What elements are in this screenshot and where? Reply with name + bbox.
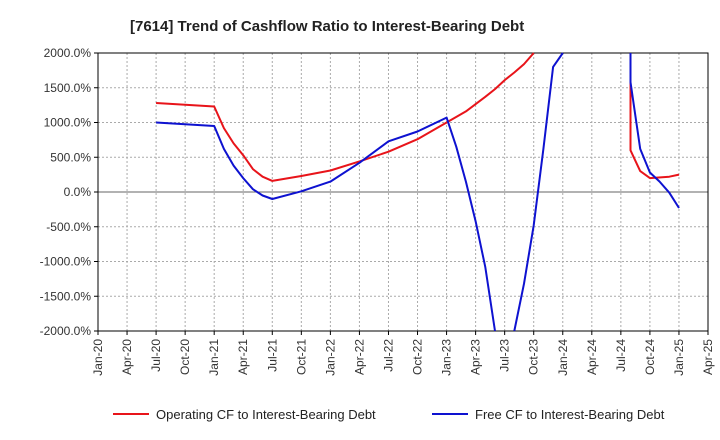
series-layer bbox=[156, 52, 680, 332]
x-tick-label: Jul-22 bbox=[381, 339, 395, 372]
x-tick-label: Oct-20 bbox=[178, 339, 192, 375]
y-tick-label: -1500.0% bbox=[40, 289, 92, 303]
series-line bbox=[629, 53, 680, 180]
grid bbox=[98, 53, 708, 331]
series-line bbox=[156, 52, 535, 182]
x-tick-label: Jan-25 bbox=[672, 339, 686, 376]
series-line bbox=[629, 53, 680, 209]
x-tick-label: Jul-20 bbox=[149, 339, 163, 372]
y-tick-label: 1500.0% bbox=[44, 81, 92, 95]
x-tick-label: Jan-21 bbox=[207, 339, 221, 376]
y-tick-label: 0.0% bbox=[64, 185, 92, 199]
y-tick-label: -2000.0% bbox=[40, 324, 92, 338]
y-tick-label: -1000.0% bbox=[40, 255, 92, 269]
x-tick-label: Jan-22 bbox=[323, 339, 337, 376]
x-tick-label: Oct-23 bbox=[527, 339, 541, 375]
x-tick-label: Apr-23 bbox=[469, 339, 483, 375]
x-tick-label: Jan-23 bbox=[440, 339, 454, 376]
y-axis-ticks: 2000.0% 1500.0% 1000.0% 500.0% 0.0% -500.0% -1… bbox=[40, 46, 98, 338]
x-tick-label: Jan-24 bbox=[556, 339, 570, 376]
series-line bbox=[156, 116, 496, 332]
x-tick-label: Apr-22 bbox=[352, 339, 366, 375]
x-tick-label: Jul-24 bbox=[614, 339, 628, 372]
x-axis-ticks: Jan-20 Apr-20 Jul-20 Oct-20 Jan-21 Apr-21 Jul-… bbox=[91, 331, 715, 376]
x-tick-label: Oct-24 bbox=[643, 339, 657, 375]
x-tick-label: Jul-23 bbox=[498, 339, 512, 372]
x-tick-label: Apr-25 bbox=[701, 339, 715, 375]
y-tick-label: 2000.0% bbox=[44, 46, 92, 60]
x-tick-label: Apr-20 bbox=[120, 339, 134, 375]
x-tick-label: Oct-21 bbox=[294, 339, 308, 375]
legend-label: Free CF to Interest-Bearing Debt bbox=[475, 407, 665, 422]
legend: Operating CF to Interest-Bearing Debt Fre… bbox=[113, 407, 665, 422]
chart-title: [7614] Trend of Cashflow Ratio to Intere… bbox=[130, 18, 524, 35]
legend-label: Operating CF to Interest-Bearing Debt bbox=[156, 407, 376, 422]
y-tick-label: 500.0% bbox=[50, 150, 91, 164]
x-tick-label: Jan-20 bbox=[91, 339, 105, 376]
y-tick-label: -500.0% bbox=[46, 220, 91, 234]
x-tick-label: Apr-21 bbox=[236, 339, 250, 375]
x-tick-label: Jul-21 bbox=[265, 339, 279, 372]
x-tick-label: Apr-24 bbox=[585, 339, 599, 375]
x-tick-label: Oct-22 bbox=[411, 339, 425, 375]
y-tick-label: 1000.0% bbox=[44, 116, 92, 130]
series-line bbox=[513, 52, 564, 332]
